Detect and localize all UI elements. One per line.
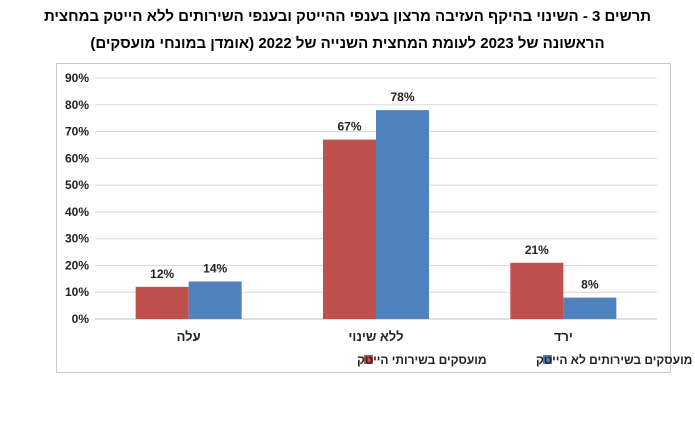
data-label: 12% — [150, 267, 174, 281]
y-tick-label: 60% — [65, 151, 89, 165]
bar — [376, 110, 429, 319]
chart-title-line-2: הראשונה של 2023 לעומת המחצית השנייה של 2… — [90, 35, 605, 52]
y-tick-label: 30% — [65, 232, 89, 246]
y-tick-label: 10% — [65, 285, 89, 299]
y-tick-label: 80% — [65, 98, 89, 112]
chart-title-line-1: תרשים 3 - השינוי בהיקף העזיבה מרצון בענפ… — [43, 8, 652, 25]
bar — [188, 281, 242, 319]
bar — [323, 139, 376, 319]
bar — [563, 297, 617, 319]
x-tick-label: ירד — [554, 329, 573, 344]
y-tick-label: 20% — [65, 258, 89, 272]
y-tick-label: 40% — [65, 205, 89, 219]
bar — [135, 286, 189, 319]
x-tick-label: ללא שינוי — [348, 329, 403, 344]
y-tick-label: 70% — [65, 125, 89, 139]
y-tick-label: 0% — [72, 312, 90, 326]
bar — [510, 262, 564, 319]
chart-frame — [56, 63, 671, 373]
y-tick-label: 90% — [65, 71, 89, 85]
data-label: 78% — [390, 90, 414, 104]
legend-swatch — [364, 355, 373, 364]
data-label: 21% — [525, 243, 549, 257]
legend-swatch — [543, 355, 552, 364]
x-tick-label: עלה — [177, 329, 201, 344]
y-tick-label: 50% — [65, 178, 89, 192]
legend-label: מועסקים בשירותים לא הייטק — [536, 353, 692, 367]
legend-label: מועסקים בשירותי הייטק — [357, 353, 487, 367]
data-label: 8% — [581, 278, 599, 292]
data-label: 67% — [337, 120, 361, 134]
data-label: 14% — [203, 262, 227, 276]
